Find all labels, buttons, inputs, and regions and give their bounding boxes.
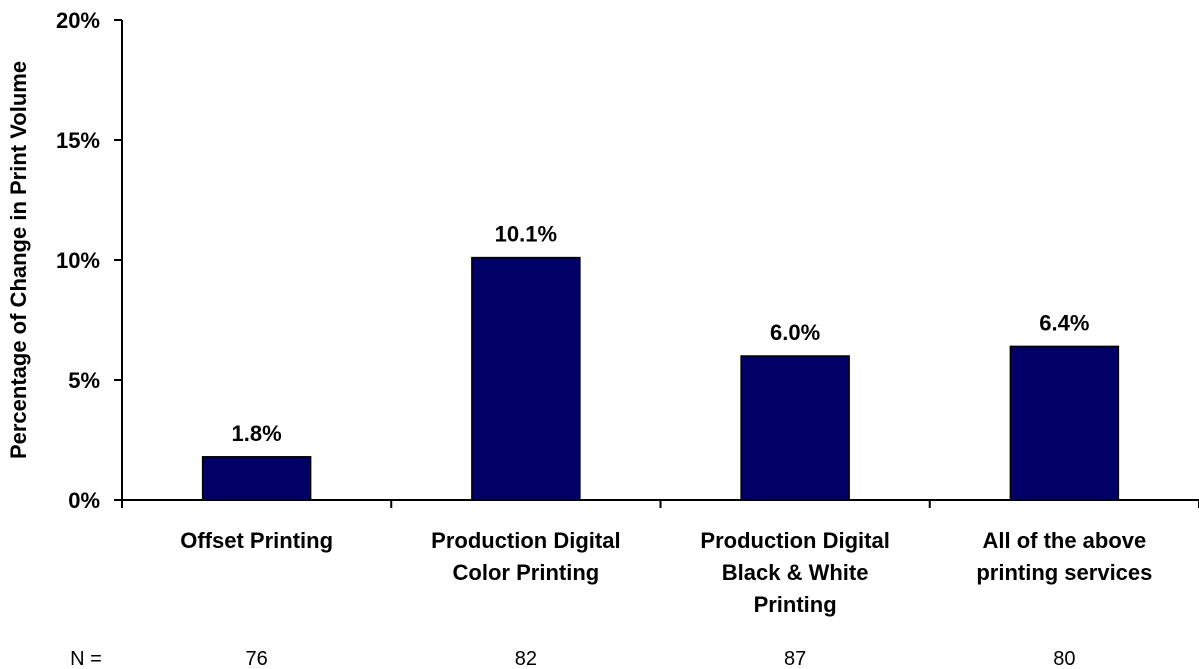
data-labels: 1.8% 10.1% 6.0% 6.4% bbox=[232, 222, 1090, 446]
bar bbox=[201, 456, 312, 501]
y-tick-label: 5% bbox=[68, 368, 100, 393]
sample-size-row: 76 82 87 80 N = bbox=[70, 648, 1075, 669]
category-label-line: printing services bbox=[976, 560, 1152, 585]
y-tick-label: 20% bbox=[56, 8, 100, 33]
category-label-line: Color Printing bbox=[453, 560, 600, 585]
sample-size-label: N = bbox=[70, 648, 102, 669]
y-tick-label: 0% bbox=[68, 488, 100, 513]
bar bbox=[471, 256, 581, 501]
category-label-line: All of the above bbox=[982, 528, 1146, 553]
bar bbox=[1009, 345, 1120, 501]
category-label-line: Production Digital bbox=[700, 528, 889, 553]
bar bbox=[740, 355, 850, 501]
sample-size-value: 80 bbox=[1053, 648, 1075, 669]
x-axis bbox=[121, 499, 1199, 508]
category-labels: Offset Printing Production Digital Color P… bbox=[180, 528, 1152, 617]
category-label-line: Offset Printing bbox=[180, 528, 333, 553]
sample-size-value: 87 bbox=[784, 648, 806, 669]
category-label: Production Digital Black & White Printing bbox=[700, 528, 889, 617]
y-axis: 0% 5% 10% 15% 20% bbox=[56, 8, 123, 513]
data-label: 6.0% bbox=[770, 320, 820, 345]
y-tick-label: 15% bbox=[56, 128, 100, 153]
y-axis-label: Percentage of Change in Print Volume bbox=[6, 61, 31, 459]
category-label: Offset Printing bbox=[180, 528, 333, 553]
data-label: 6.4% bbox=[1039, 310, 1089, 335]
category-label: All of the above printing services bbox=[976, 528, 1152, 585]
sample-size-value: 82 bbox=[515, 648, 537, 669]
category-label-line: Production Digital bbox=[431, 528, 620, 553]
sample-size-value: 76 bbox=[246, 648, 268, 669]
data-label: 10.1% bbox=[495, 222, 557, 247]
data-label: 1.8% bbox=[232, 421, 282, 446]
category-label-line: Printing bbox=[754, 592, 837, 617]
category-label: Production Digital Color Printing bbox=[431, 528, 620, 585]
y-tick-label: 10% bbox=[56, 248, 100, 273]
bars bbox=[201, 256, 1120, 501]
category-label-line: Black & White bbox=[722, 560, 869, 585]
